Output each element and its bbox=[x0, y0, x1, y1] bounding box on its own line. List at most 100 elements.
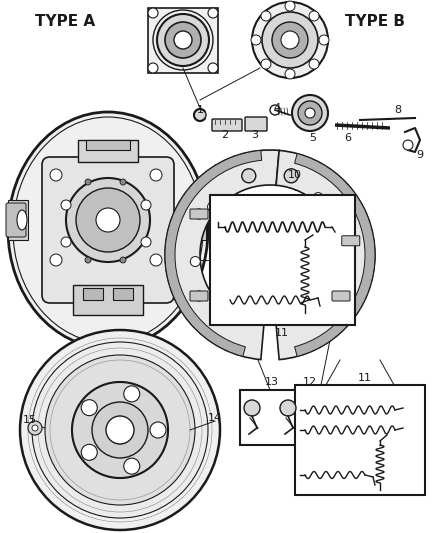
Circle shape bbox=[81, 400, 97, 416]
FancyBboxPatch shape bbox=[332, 291, 350, 301]
Circle shape bbox=[150, 254, 162, 266]
Text: 8: 8 bbox=[395, 105, 402, 115]
Text: 12: 12 bbox=[303, 377, 317, 387]
Circle shape bbox=[72, 382, 168, 478]
Circle shape bbox=[28, 421, 42, 435]
Wedge shape bbox=[165, 150, 279, 360]
Text: 4: 4 bbox=[273, 103, 281, 113]
Circle shape bbox=[120, 179, 126, 185]
Circle shape bbox=[50, 254, 62, 266]
Ellipse shape bbox=[189, 214, 197, 230]
Text: TYPE A: TYPE A bbox=[35, 14, 95, 29]
Circle shape bbox=[66, 178, 150, 262]
Circle shape bbox=[208, 63, 218, 73]
Circle shape bbox=[242, 169, 256, 183]
Circle shape bbox=[141, 237, 151, 247]
Bar bbox=[240, 390, 335, 445]
Circle shape bbox=[106, 416, 134, 444]
Circle shape bbox=[85, 257, 91, 263]
Circle shape bbox=[124, 386, 140, 402]
Circle shape bbox=[272, 22, 308, 58]
Circle shape bbox=[72, 382, 168, 478]
Wedge shape bbox=[165, 150, 262, 357]
Text: 11: 11 bbox=[358, 373, 372, 383]
Text: 13: 13 bbox=[265, 377, 279, 387]
Bar bbox=[295, 385, 425, 495]
Circle shape bbox=[346, 236, 356, 246]
Circle shape bbox=[252, 2, 328, 78]
Bar bbox=[86, 140, 130, 150]
Text: 10: 10 bbox=[288, 170, 302, 180]
Text: 1: 1 bbox=[197, 105, 204, 115]
Bar bbox=[210, 195, 355, 325]
Circle shape bbox=[148, 8, 158, 18]
Circle shape bbox=[124, 458, 140, 474]
Circle shape bbox=[194, 209, 204, 219]
Bar bbox=[113, 288, 133, 300]
Circle shape bbox=[336, 291, 346, 301]
Circle shape bbox=[285, 1, 295, 11]
Circle shape bbox=[81, 445, 97, 461]
Circle shape bbox=[319, 35, 329, 45]
Circle shape bbox=[309, 59, 319, 69]
Circle shape bbox=[150, 422, 166, 438]
Circle shape bbox=[280, 400, 296, 416]
Circle shape bbox=[208, 8, 218, 18]
Circle shape bbox=[120, 257, 126, 263]
Circle shape bbox=[165, 22, 201, 58]
Circle shape bbox=[157, 14, 209, 66]
Text: 9: 9 bbox=[417, 150, 424, 160]
Circle shape bbox=[261, 59, 271, 69]
FancyBboxPatch shape bbox=[342, 236, 360, 246]
Circle shape bbox=[251, 35, 261, 45]
Circle shape bbox=[285, 69, 295, 79]
Circle shape bbox=[194, 291, 204, 301]
Text: 3: 3 bbox=[251, 130, 258, 140]
Circle shape bbox=[340, 244, 350, 254]
Bar bbox=[8, 200, 28, 240]
FancyBboxPatch shape bbox=[42, 157, 174, 303]
Circle shape bbox=[305, 108, 315, 118]
Circle shape bbox=[217, 308, 227, 318]
Circle shape bbox=[244, 400, 260, 416]
Ellipse shape bbox=[17, 210, 27, 230]
Circle shape bbox=[20, 330, 220, 530]
Circle shape bbox=[313, 192, 323, 203]
Bar bbox=[78, 140, 138, 162]
Circle shape bbox=[61, 237, 71, 247]
Bar bbox=[190, 210, 206, 240]
Text: 14: 14 bbox=[208, 413, 222, 423]
Circle shape bbox=[298, 101, 322, 125]
Bar bbox=[73, 285, 143, 315]
Circle shape bbox=[322, 298, 332, 308]
Circle shape bbox=[309, 11, 319, 21]
FancyBboxPatch shape bbox=[245, 117, 267, 131]
Circle shape bbox=[95, 405, 145, 455]
Circle shape bbox=[61, 200, 71, 210]
Text: 5: 5 bbox=[310, 133, 317, 143]
Bar bbox=[83, 288, 103, 300]
Circle shape bbox=[284, 169, 298, 183]
Circle shape bbox=[262, 12, 318, 68]
Text: 2: 2 bbox=[222, 130, 229, 140]
Circle shape bbox=[96, 208, 120, 232]
Circle shape bbox=[85, 179, 91, 185]
Circle shape bbox=[45, 355, 195, 505]
Circle shape bbox=[194, 109, 206, 121]
FancyBboxPatch shape bbox=[190, 209, 208, 219]
Circle shape bbox=[261, 11, 271, 21]
Circle shape bbox=[32, 342, 208, 518]
Text: TYPE B: TYPE B bbox=[345, 14, 405, 29]
FancyBboxPatch shape bbox=[190, 291, 208, 301]
Circle shape bbox=[50, 169, 62, 181]
Circle shape bbox=[292, 95, 328, 131]
Circle shape bbox=[208, 202, 218, 212]
Circle shape bbox=[403, 140, 413, 150]
Circle shape bbox=[270, 105, 280, 115]
Ellipse shape bbox=[8, 112, 208, 348]
Wedge shape bbox=[295, 154, 375, 357]
Text: 11: 11 bbox=[275, 328, 289, 338]
Text: 15: 15 bbox=[23, 415, 37, 425]
FancyBboxPatch shape bbox=[6, 203, 26, 237]
Circle shape bbox=[174, 31, 192, 49]
